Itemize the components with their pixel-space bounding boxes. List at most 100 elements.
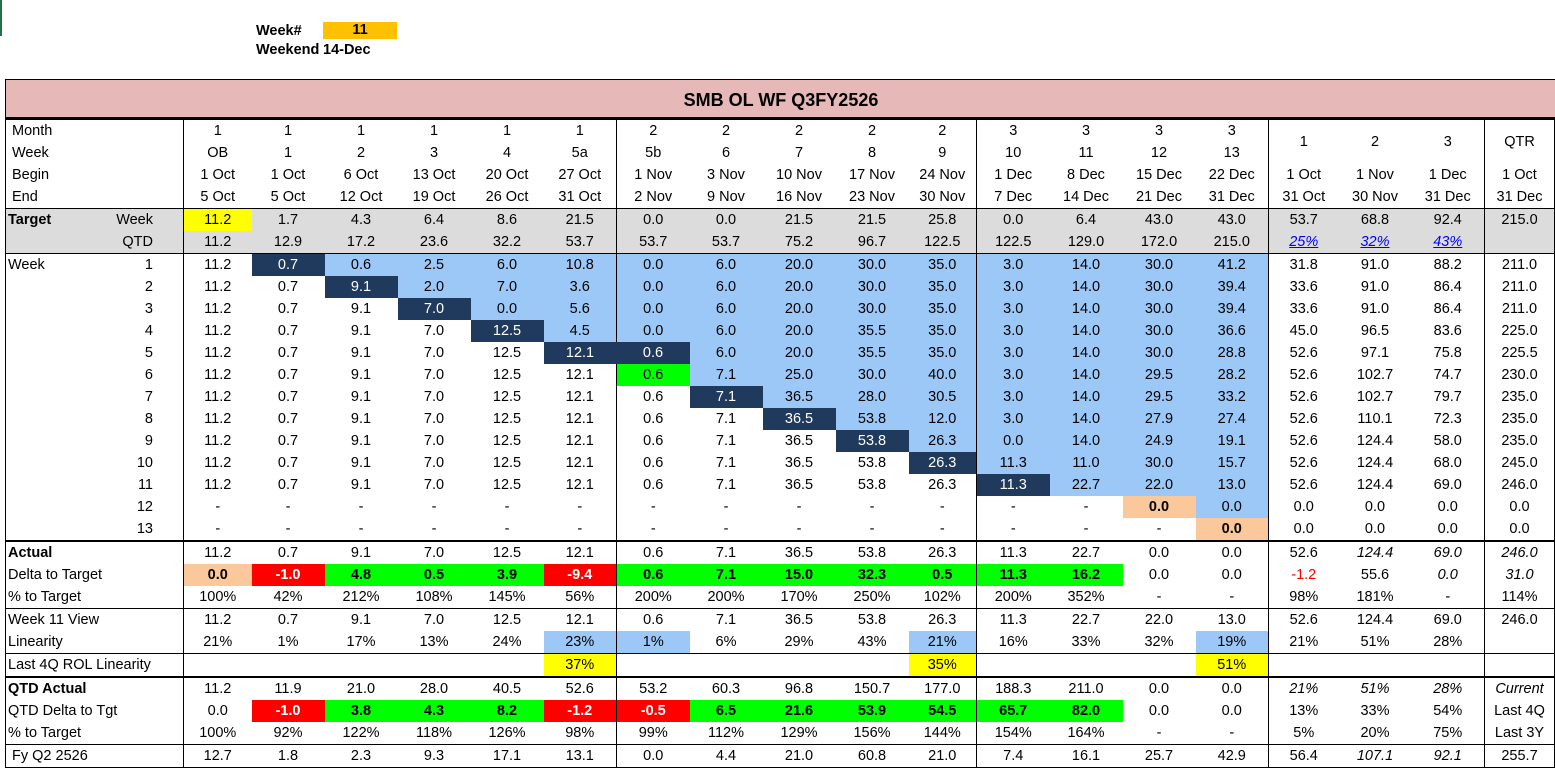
summary-end-cell[interactable]: 31 Dec — [1484, 186, 1555, 209]
data-cell[interactable]: 7.1 — [715, 432, 737, 449]
data-cell[interactable]: 12.1 — [565, 476, 594, 493]
data-cell[interactable]: 36.6 — [1195, 320, 1269, 342]
summary-cell[interactable]: 31.0 — [1484, 564, 1555, 586]
week-cell[interactable]: 3 — [429, 144, 439, 161]
end-cell[interactable]: 5 Oct — [251, 186, 325, 209]
week-row-number[interactable]: 12 — [136, 498, 153, 515]
data-cell[interactable]: 3.0 — [976, 408, 1050, 430]
data-cell[interactable]: 5.6 — [543, 298, 617, 320]
data-cell[interactable]: 3.0 — [976, 320, 1050, 342]
week-row-label[interactable] — [6, 474, 96, 496]
target-week-cell[interactable]: 6.4 — [1049, 208, 1123, 231]
data-cell[interactable]: 30.5 — [908, 386, 977, 408]
data-cell[interactable]: - — [183, 496, 252, 518]
data-cell[interactable]: 7.4 — [976, 744, 1050, 768]
data-cell[interactable]: - — [908, 518, 977, 542]
data-cell[interactable]: 6.0 — [470, 253, 544, 276]
data-cell[interactable]: 102% — [908, 586, 977, 609]
data-cell[interactable]: 6.0 — [689, 253, 763, 276]
data-cell[interactable]: 20.0 — [762, 320, 836, 342]
begin-cell[interactable]: 3 Nov — [707, 166, 745, 183]
data-cell[interactable]: -1.0 — [251, 700, 325, 722]
data-cell[interactable]: 9.3 — [423, 747, 445, 764]
empty-cell[interactable] — [1411, 653, 1485, 678]
month-cell[interactable]: 1 — [356, 122, 366, 139]
begin-cell[interactable]: 20 Oct — [485, 166, 529, 183]
data-cell[interactable]: -9.4 — [543, 564, 617, 586]
data-cell[interactable]: 11.2 — [183, 386, 252, 408]
summary-cell[interactable]: 96.5 — [1360, 322, 1390, 339]
data-cell[interactable]: 35.0 — [908, 276, 977, 298]
data-cell[interactable]: 40.5 — [492, 680, 522, 697]
end-cell[interactable]: 31 Dec — [1195, 186, 1269, 209]
summary-cell[interactable]: 55.6 — [1360, 566, 1390, 583]
week-row-label[interactable] — [6, 452, 96, 474]
data-cell[interactable]: 17% — [324, 631, 398, 654]
summary-cell[interactable]: 33.6 — [1268, 298, 1339, 320]
summary-cell[interactable]: 28% — [1433, 680, 1463, 697]
summary-cell[interactable]: 0.0 — [1364, 498, 1386, 515]
summary-cell[interactable]: 0.0 — [1411, 518, 1485, 542]
summary-cell[interactable]: 52.6 — [1268, 452, 1339, 474]
data-cell[interactable]: 30.0 — [1122, 452, 1196, 474]
rol-cell[interactable]: 51% — [1195, 653, 1269, 678]
data-cell[interactable]: - — [1122, 518, 1196, 542]
week-row-label[interactable] — [6, 342, 96, 364]
summary-begin-cell[interactable]: 1 Oct — [1268, 164, 1339, 186]
data-cell[interactable]: 0.0 — [1221, 680, 1242, 697]
week-row-number[interactable]: 1 — [144, 256, 153, 273]
data-cell[interactable]: - — [835, 518, 909, 542]
data-cell[interactable]: 35.0 — [908, 320, 977, 342]
data-cell[interactable]: 35.0 — [908, 298, 977, 320]
target-week-cell[interactable]: 25.8 — [908, 208, 977, 231]
data-cell[interactable]: 4.4 — [715, 747, 737, 764]
target-week-cell[interactable]: 8.6 — [470, 208, 544, 231]
data-cell[interactable]: 36.5 — [784, 454, 814, 471]
empty-cell[interactable] — [5, 231, 96, 254]
data-cell[interactable]: 35.5 — [835, 342, 909, 364]
data-cell[interactable]: -0.5 — [616, 700, 690, 722]
data-cell[interactable]: 11.0 — [1049, 452, 1123, 474]
data-cell[interactable]: 12.1 — [565, 544, 594, 561]
rol-cell[interactable] — [762, 653, 836, 678]
data-cell[interactable]: 9.1 — [350, 454, 372, 471]
weekend-value[interactable]: 14-Dec — [323, 41, 371, 58]
data-cell[interactable]: 1% — [616, 631, 690, 654]
data-cell[interactable]: 170% — [762, 586, 836, 609]
summary-cell[interactable]: 124.4 — [1356, 476, 1394, 493]
data-cell[interactable]: 21.0 — [928, 747, 957, 764]
data-cell[interactable]: 0.6 — [616, 430, 690, 452]
data-cell[interactable]: 14.0 — [1049, 320, 1123, 342]
pct-target-label[interactable]: % to Target — [5, 586, 184, 609]
data-cell[interactable]: 11.2 — [183, 452, 252, 474]
data-cell[interactable]: 21.0 — [784, 747, 814, 764]
month-cell[interactable]: 1 — [502, 122, 512, 139]
data-cell[interactable]: 0.0 — [1122, 496, 1196, 518]
data-cell[interactable]: 3.0 — [976, 253, 1050, 276]
week-cell[interactable]: 13 — [1223, 144, 1240, 161]
data-cell[interactable]: 12.5 — [492, 388, 522, 405]
data-cell[interactable]: 24.9 — [1122, 430, 1196, 452]
data-cell[interactable]: 3.0 — [976, 276, 1050, 298]
data-cell[interactable]: 0.6 — [616, 452, 690, 474]
data-cell[interactable]: 10.8 — [543, 253, 617, 276]
data-cell[interactable]: 0.0 — [1148, 566, 1170, 583]
end-cell[interactable]: 12 Oct — [324, 186, 398, 209]
data-cell[interactable]: 21.0 — [346, 680, 376, 697]
target-qtd-cell[interactable]: 75.2 — [762, 231, 836, 254]
month-label[interactable]: Month — [12, 122, 53, 139]
data-cell[interactable]: 53.8 — [857, 611, 887, 628]
summary-cell[interactable]: 124.4 — [1356, 544, 1394, 561]
week-cell[interactable]: 4 — [502, 144, 512, 161]
data-cell[interactable]: 0.0 — [1148, 702, 1170, 719]
target-qtd-cell[interactable]: 23.6 — [397, 231, 471, 254]
data-cell[interactable]: 12.5 — [492, 611, 522, 628]
data-cell[interactable]: 12.1 — [565, 388, 594, 405]
month-cell[interactable]: 2 — [794, 122, 804, 139]
summary-cell[interactable]: 52.6 — [1268, 608, 1339, 631]
data-cell[interactable]: - — [397, 518, 471, 542]
data-cell[interactable]: 24% — [470, 631, 544, 654]
week-row-number[interactable]: 4 — [144, 322, 153, 339]
summary-cell[interactable]: 79.7 — [1433, 388, 1462, 405]
empty-cell[interactable] — [1484, 653, 1555, 678]
